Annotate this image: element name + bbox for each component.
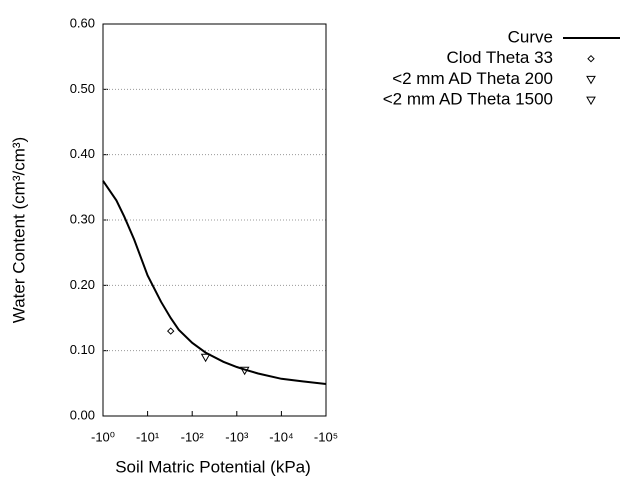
y-tick-label: 0.10: [70, 342, 95, 357]
curve: [102, 180, 327, 385]
x-tick-label: -10²: [181, 429, 205, 444]
legend-marker: [586, 75, 596, 85]
legend-label: <2 mm AD Theta 1500: [383, 90, 553, 109]
y-tick-label: 0.40: [70, 146, 95, 161]
x-axis-label: Soil Matric Potential (kPa): [115, 457, 311, 476]
point: [239, 366, 250, 376]
plot-frame: [102, 23, 327, 417]
x-tick-label: -10¹: [136, 429, 160, 444]
y-tick-label: 0.20: [70, 277, 95, 292]
legend-marker: [587, 54, 595, 63]
legend-marker: [586, 96, 596, 106]
legend-label: Curve: [508, 27, 553, 46]
legend-label: Clod Theta 33: [447, 48, 553, 67]
x-tick-label: -10³: [225, 429, 249, 444]
y-tick-label: 0.60: [70, 15, 95, 30]
x-tick-label: -10⁰: [91, 429, 115, 444]
y-tick-label: 0.50: [70, 81, 95, 96]
y-axis-label: Water Content (cm³/cm³): [9, 137, 28, 323]
y-tick-label: 0.30: [70, 211, 95, 226]
legend-label: <2 mm AD Theta 200: [392, 69, 553, 88]
point: [200, 353, 211, 363]
x-tick-label: -10⁵: [314, 429, 338, 444]
point: [167, 327, 175, 335]
x-tick-label: -10⁴: [269, 429, 293, 444]
y-tick-label: 0.00: [70, 407, 95, 422]
